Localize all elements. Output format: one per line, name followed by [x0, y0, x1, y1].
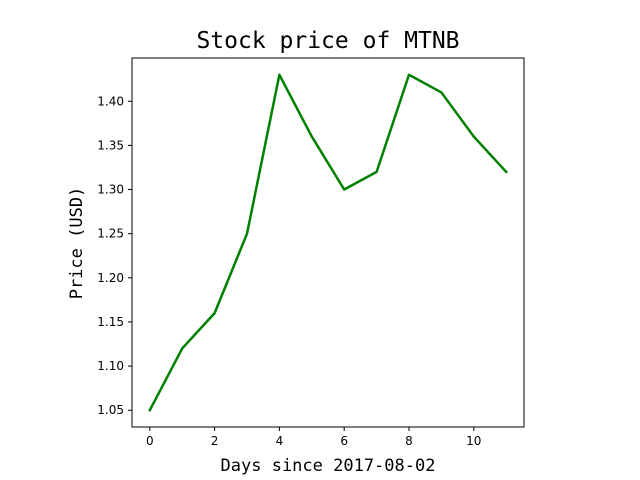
y-tick-label: 1.25: [97, 227, 124, 241]
x-tick-label: 8: [405, 434, 413, 448]
x-tick-label: 6: [340, 434, 348, 448]
x-tick-label: 0: [146, 434, 154, 448]
price-series-line: [148, 73, 508, 412]
x-tick-label: 2: [211, 434, 219, 448]
y-tick-label: 1.40: [97, 94, 124, 108]
x-axis-label: Days since 2017-08-02: [221, 456, 436, 476]
y-tick-label: 1.05: [97, 403, 124, 417]
y-axis-label: Price (USD): [67, 187, 87, 300]
y-axis-ticks: 1.05 1.10 1.15 1.20 1.25 1.30 1.35 1.40: [97, 94, 132, 417]
y-tick-label: 1.30: [97, 183, 124, 197]
x-tick-label: 10: [466, 434, 481, 448]
chart-title: Stock price of MTNB: [196, 28, 459, 54]
series-layer: [148, 73, 508, 412]
y-tick-label: 1.10: [97, 359, 124, 373]
y-tick-label: 1.15: [97, 315, 124, 329]
x-axis-ticks: 0 2 4 6 8 10: [146, 427, 481, 448]
plot-frame: [131, 57, 525, 428]
y-tick-label: 1.20: [97, 271, 124, 285]
x-tick-label: 4: [276, 434, 284, 448]
y-tick-label: 1.35: [97, 138, 124, 152]
